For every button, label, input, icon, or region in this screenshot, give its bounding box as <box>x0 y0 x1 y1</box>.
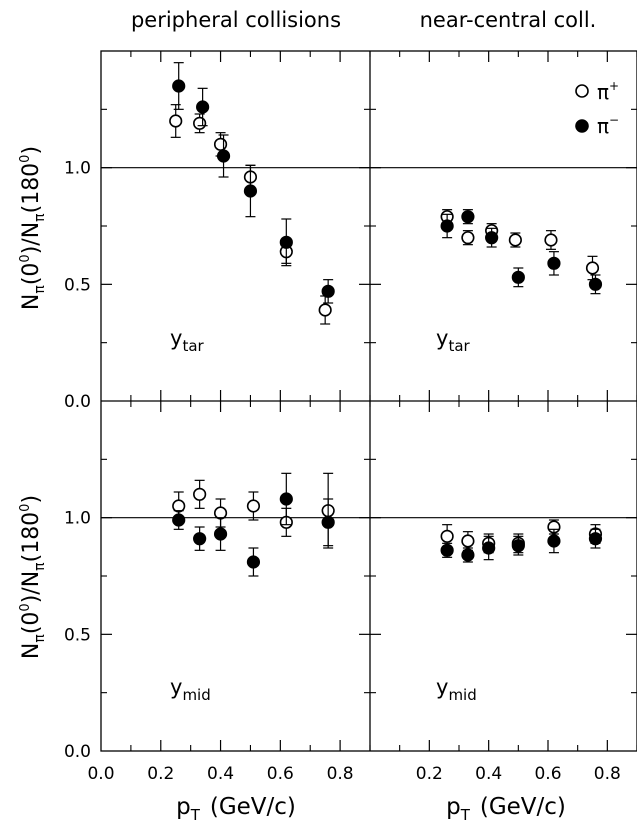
x-tick-label: 0.2 <box>147 764 174 784</box>
data-point-pi-plus <box>172 499 186 513</box>
x-axis-label-right: pT (GeV/c) <box>446 794 566 824</box>
data-point-pi-plus <box>508 233 522 247</box>
data-point-pi-minus <box>279 235 293 249</box>
y-tick-label: 0.0 <box>64 742 91 762</box>
data-point-pi-plus <box>213 137 228 151</box>
y-tick-label: 0.0 <box>64 392 91 412</box>
data-point-pi-minus <box>440 543 454 557</box>
data-point-pi-minus <box>279 492 293 506</box>
data-point-pi-minus <box>196 100 210 114</box>
data-point-pi-minus <box>172 79 186 93</box>
data-point-pi-minus <box>461 548 475 562</box>
data-point-pi-minus <box>246 555 261 569</box>
header-near-central: near-central coll. <box>420 8 597 32</box>
data-point-pi-plus <box>193 116 207 130</box>
data-point-pi-plus <box>193 487 207 501</box>
panel-label-peripheral-tar: ytar <box>170 326 205 355</box>
legend-pi-minus-label: π− <box>597 113 619 138</box>
legend: π+ π− <box>575 79 619 138</box>
panel-label-central-tar: ytar <box>436 326 471 355</box>
header-peripheral: peripheral collisions <box>131 8 341 32</box>
x-tick-label: 0.4 <box>207 764 234 784</box>
data-point-pi-minus <box>547 534 561 548</box>
data-point-pi-plus <box>585 261 600 275</box>
legend-pi-plus-label: π+ <box>597 79 619 104</box>
x-tick-label: 0.8 <box>594 764 621 784</box>
data-point-pi-minus <box>440 219 454 233</box>
y-tick-label: 1.0 <box>64 159 91 179</box>
x-tick-label: 0.4 <box>475 764 502 784</box>
data-point-pi-plus <box>169 114 183 128</box>
data-point-pi-minus <box>193 532 207 546</box>
y-axis-label-top: Nπ(00)/Nπ(1800) <box>18 146 48 310</box>
panel-label-central-mid: ymid <box>436 675 477 704</box>
data-point-pi-minus <box>321 284 335 298</box>
data-point-pi-plus <box>461 231 475 245</box>
data-point-pi-minus <box>588 532 603 546</box>
x-tick-label: 0.6 <box>267 764 294 784</box>
data-point-pi-minus <box>511 539 525 553</box>
y-tick-label: 1.0 <box>64 509 91 529</box>
data-point-pi-minus <box>588 277 603 291</box>
y-tick-label: 0.5 <box>64 275 91 295</box>
data-point-pi-minus <box>216 149 231 163</box>
x-tick-label: 0.0 <box>87 764 114 784</box>
data-point-pi-minus <box>321 515 335 529</box>
data-point-pi-minus <box>485 231 499 245</box>
x-tick-label: 0.6 <box>534 764 561 784</box>
data-point-pi-plus <box>544 233 558 247</box>
x-tick-label: 0.8 <box>327 764 354 784</box>
panel-label-peripheral-mid: ymid <box>170 675 211 704</box>
data-point-pi-minus <box>482 541 496 555</box>
data-point-pi-plus <box>213 506 228 520</box>
data-point-pi-minus <box>511 270 525 284</box>
x-tick-label: 0.2 <box>416 764 443 784</box>
data-point-pi-plus <box>440 529 454 543</box>
data-point-pi-minus <box>243 184 258 198</box>
data-point-pi-minus <box>172 513 186 527</box>
x-axis-label-left: pT (GeV/c) <box>176 794 296 824</box>
legend-filled-circle-icon <box>575 119 589 133</box>
data-point-pi-plus <box>318 303 332 317</box>
y-tick-label: 0.5 <box>64 625 91 645</box>
data-point-pi-plus <box>246 499 261 513</box>
y-axis-label-bottom: Nπ(00)/Nπ(1800) <box>18 495 48 659</box>
data-point-pi-plus <box>461 534 475 548</box>
data-point-pi-minus <box>461 210 475 224</box>
data-point-pi-minus <box>547 256 561 270</box>
legend-open-circle-icon <box>575 84 589 98</box>
plot-layer: 0.0 0.5 1.0 0.0 0.5 1.0 0.0 0.2 0.4 0.6 0.8 0.2 0.4 0… <box>64 50 637 784</box>
data-point-pi-minus <box>213 527 228 541</box>
